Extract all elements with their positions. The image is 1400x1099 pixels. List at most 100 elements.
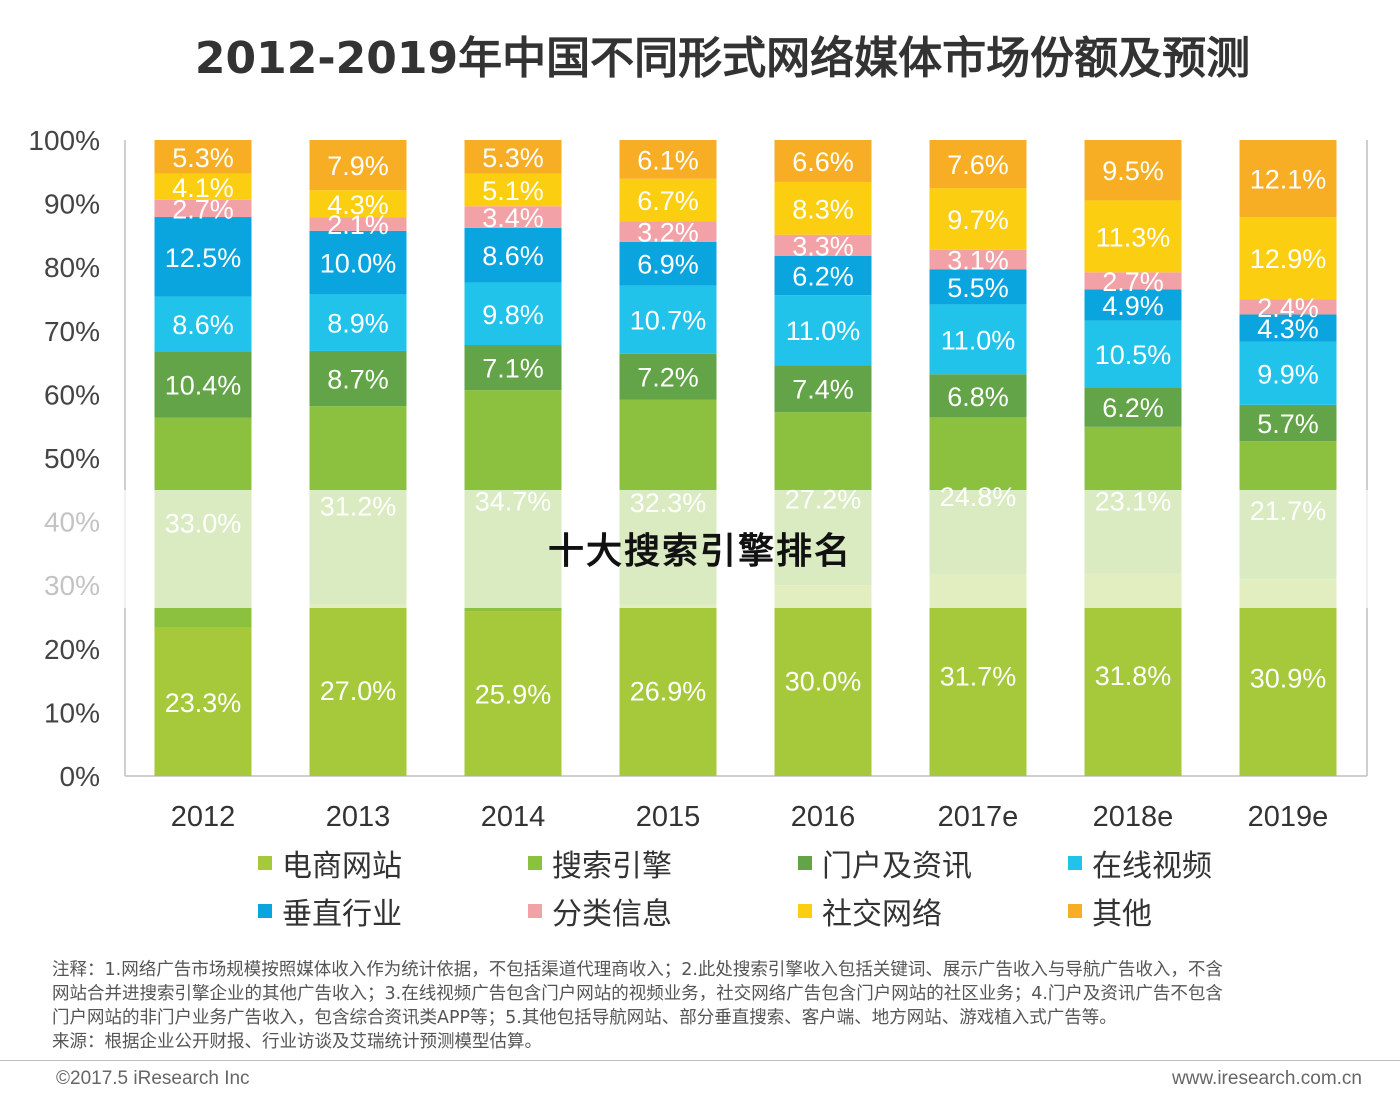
bar-segment bbox=[929, 188, 1027, 250]
data-label: 10.7% bbox=[630, 306, 707, 336]
y-tick-label: 10% bbox=[44, 697, 100, 728]
data-label: 6.2% bbox=[1102, 393, 1164, 423]
bar-segment bbox=[929, 374, 1027, 418]
data-label: 7.4% bbox=[792, 375, 854, 405]
bar-segment bbox=[464, 611, 562, 776]
category-label: 2013 bbox=[326, 801, 391, 833]
y-tick-label: 60% bbox=[44, 379, 100, 410]
bar-segment bbox=[464, 173, 562, 207]
bar-segment bbox=[1239, 579, 1337, 776]
data-label: 25.9% bbox=[475, 680, 552, 710]
legend-swatch bbox=[528, 856, 542, 870]
y-tick-label: 0% bbox=[60, 761, 100, 792]
data-label: 5.3% bbox=[172, 143, 234, 173]
data-label: 7.2% bbox=[637, 363, 699, 393]
bar-segment bbox=[1084, 272, 1182, 290]
data-label: 5.3% bbox=[482, 143, 544, 173]
legend-label: 电商网站 bbox=[282, 849, 402, 884]
bar-segment bbox=[309, 604, 407, 776]
bar-segment bbox=[1239, 217, 1337, 300]
data-label: 5.5% bbox=[947, 273, 1009, 303]
data-label: 12.1% bbox=[1250, 165, 1327, 195]
bar-segment bbox=[1084, 320, 1182, 388]
legend-item-vertical: 垂直行业 bbox=[258, 890, 528, 932]
data-label: 8.6% bbox=[172, 310, 234, 340]
data-label: 3.3% bbox=[792, 231, 854, 261]
chart-notes: 注释：1.网络广告市场规模按照媒体收入作为统计依据，不包括渠道代理商收入；2.此… bbox=[52, 958, 1382, 1054]
legend-item-portal-news: 门户及资讯 bbox=[798, 842, 1068, 884]
note-line: 网站合并进搜索引擎企业的其他广告收入；3.在线视频广告包含门户网站的视频业务，社… bbox=[52, 984, 1223, 1004]
data-label: 9.9% bbox=[1257, 359, 1319, 389]
website-link[interactable]: www.iresearch.com.cn bbox=[1171, 1068, 1362, 1089]
bar-segment bbox=[309, 350, 407, 407]
legend-item-social: 社交网络 bbox=[798, 890, 1068, 932]
data-label: 23.3% bbox=[165, 688, 242, 718]
bar-segment bbox=[619, 604, 717, 776]
data-label: 12.5% bbox=[165, 243, 242, 273]
data-label: 6.1% bbox=[637, 145, 699, 175]
data-label: 8.7% bbox=[327, 365, 389, 395]
bar-segment bbox=[1084, 289, 1182, 321]
bar-segment bbox=[619, 353, 717, 400]
bar-segment bbox=[774, 140, 872, 182]
data-label: 26.9% bbox=[630, 676, 707, 706]
bar-segment bbox=[619, 285, 717, 354]
data-label: 12.9% bbox=[1250, 244, 1327, 274]
bar-segment bbox=[464, 206, 562, 228]
bar-segment bbox=[774, 295, 872, 366]
legend-swatch bbox=[798, 904, 812, 918]
data-label: 6.2% bbox=[792, 261, 854, 291]
bar-segment bbox=[154, 296, 252, 352]
legend-label: 搜索引擎 bbox=[552, 849, 672, 884]
bar-segment bbox=[154, 140, 252, 174]
bars bbox=[154, 140, 1337, 776]
bar-segment bbox=[619, 178, 717, 222]
data-label: 31.7% bbox=[940, 661, 1017, 691]
bar-segment bbox=[619, 241, 717, 286]
source-line: 来源：根据企业公开财报、行业访谈及艾瑞统计预测模型估算。 bbox=[52, 1032, 542, 1052]
category-label: 2012 bbox=[171, 801, 236, 833]
bar-segment bbox=[309, 294, 407, 351]
data-label: 8.6% bbox=[482, 241, 544, 271]
data-label: 10.5% bbox=[1095, 340, 1172, 370]
footer-divider bbox=[0, 1060, 1400, 1061]
bar-segment bbox=[929, 269, 1027, 305]
data-label: 6.7% bbox=[637, 186, 699, 216]
data-label: 2.4% bbox=[1257, 293, 1319, 323]
data-label: 6.8% bbox=[947, 382, 1009, 412]
data-label: 2.7% bbox=[1102, 267, 1164, 297]
legend-item-search-engine: 搜索引擎 bbox=[528, 842, 798, 884]
bar-segment bbox=[154, 199, 252, 218]
legend-label: 在线视频 bbox=[1092, 849, 1212, 884]
bar-segment bbox=[309, 230, 407, 295]
legend-swatch bbox=[528, 904, 542, 918]
bar-segment bbox=[1239, 140, 1337, 218]
legend: 电商网站 搜索引擎 门户及资讯 在线视频 垂直行业 分类信息 社交网络 其他 bbox=[258, 842, 1358, 932]
axes: 0%10%20%30%40%50%60%70%80%90%100% bbox=[28, 125, 1368, 792]
data-label: 11.3% bbox=[1096, 222, 1171, 252]
data-label: 3.1% bbox=[947, 246, 1009, 276]
bar-segment bbox=[1084, 387, 1182, 427]
bar-segment bbox=[154, 217, 252, 297]
category-label: 2017e bbox=[938, 801, 1019, 833]
bar-segment bbox=[464, 140, 562, 174]
data-label: 9.5% bbox=[1102, 156, 1164, 186]
legend-item-classified: 分类信息 bbox=[528, 890, 798, 932]
category-label: 2014 bbox=[481, 801, 546, 833]
bar-segment bbox=[929, 574, 1027, 776]
bar-segment bbox=[1239, 404, 1337, 442]
legend-swatch bbox=[1068, 856, 1082, 870]
y-tick-label: 80% bbox=[44, 252, 100, 283]
y-tick-label: 70% bbox=[44, 316, 100, 347]
category-label: 2016 bbox=[791, 801, 856, 833]
y-tick-label: 20% bbox=[44, 634, 100, 665]
legend-label: 垂直行业 bbox=[282, 897, 402, 932]
data-label: 2.1% bbox=[327, 210, 389, 240]
bar-segment bbox=[154, 351, 252, 418]
chart-title: 2012-2019年中国不同形式网络媒体市场份额及预测 bbox=[194, 33, 1251, 84]
legend-swatch bbox=[1068, 904, 1082, 918]
data-label: 11.0% bbox=[941, 325, 1016, 355]
bar-segment bbox=[929, 304, 1027, 375]
data-label: 6.6% bbox=[792, 147, 854, 177]
bar-segment bbox=[774, 234, 872, 256]
